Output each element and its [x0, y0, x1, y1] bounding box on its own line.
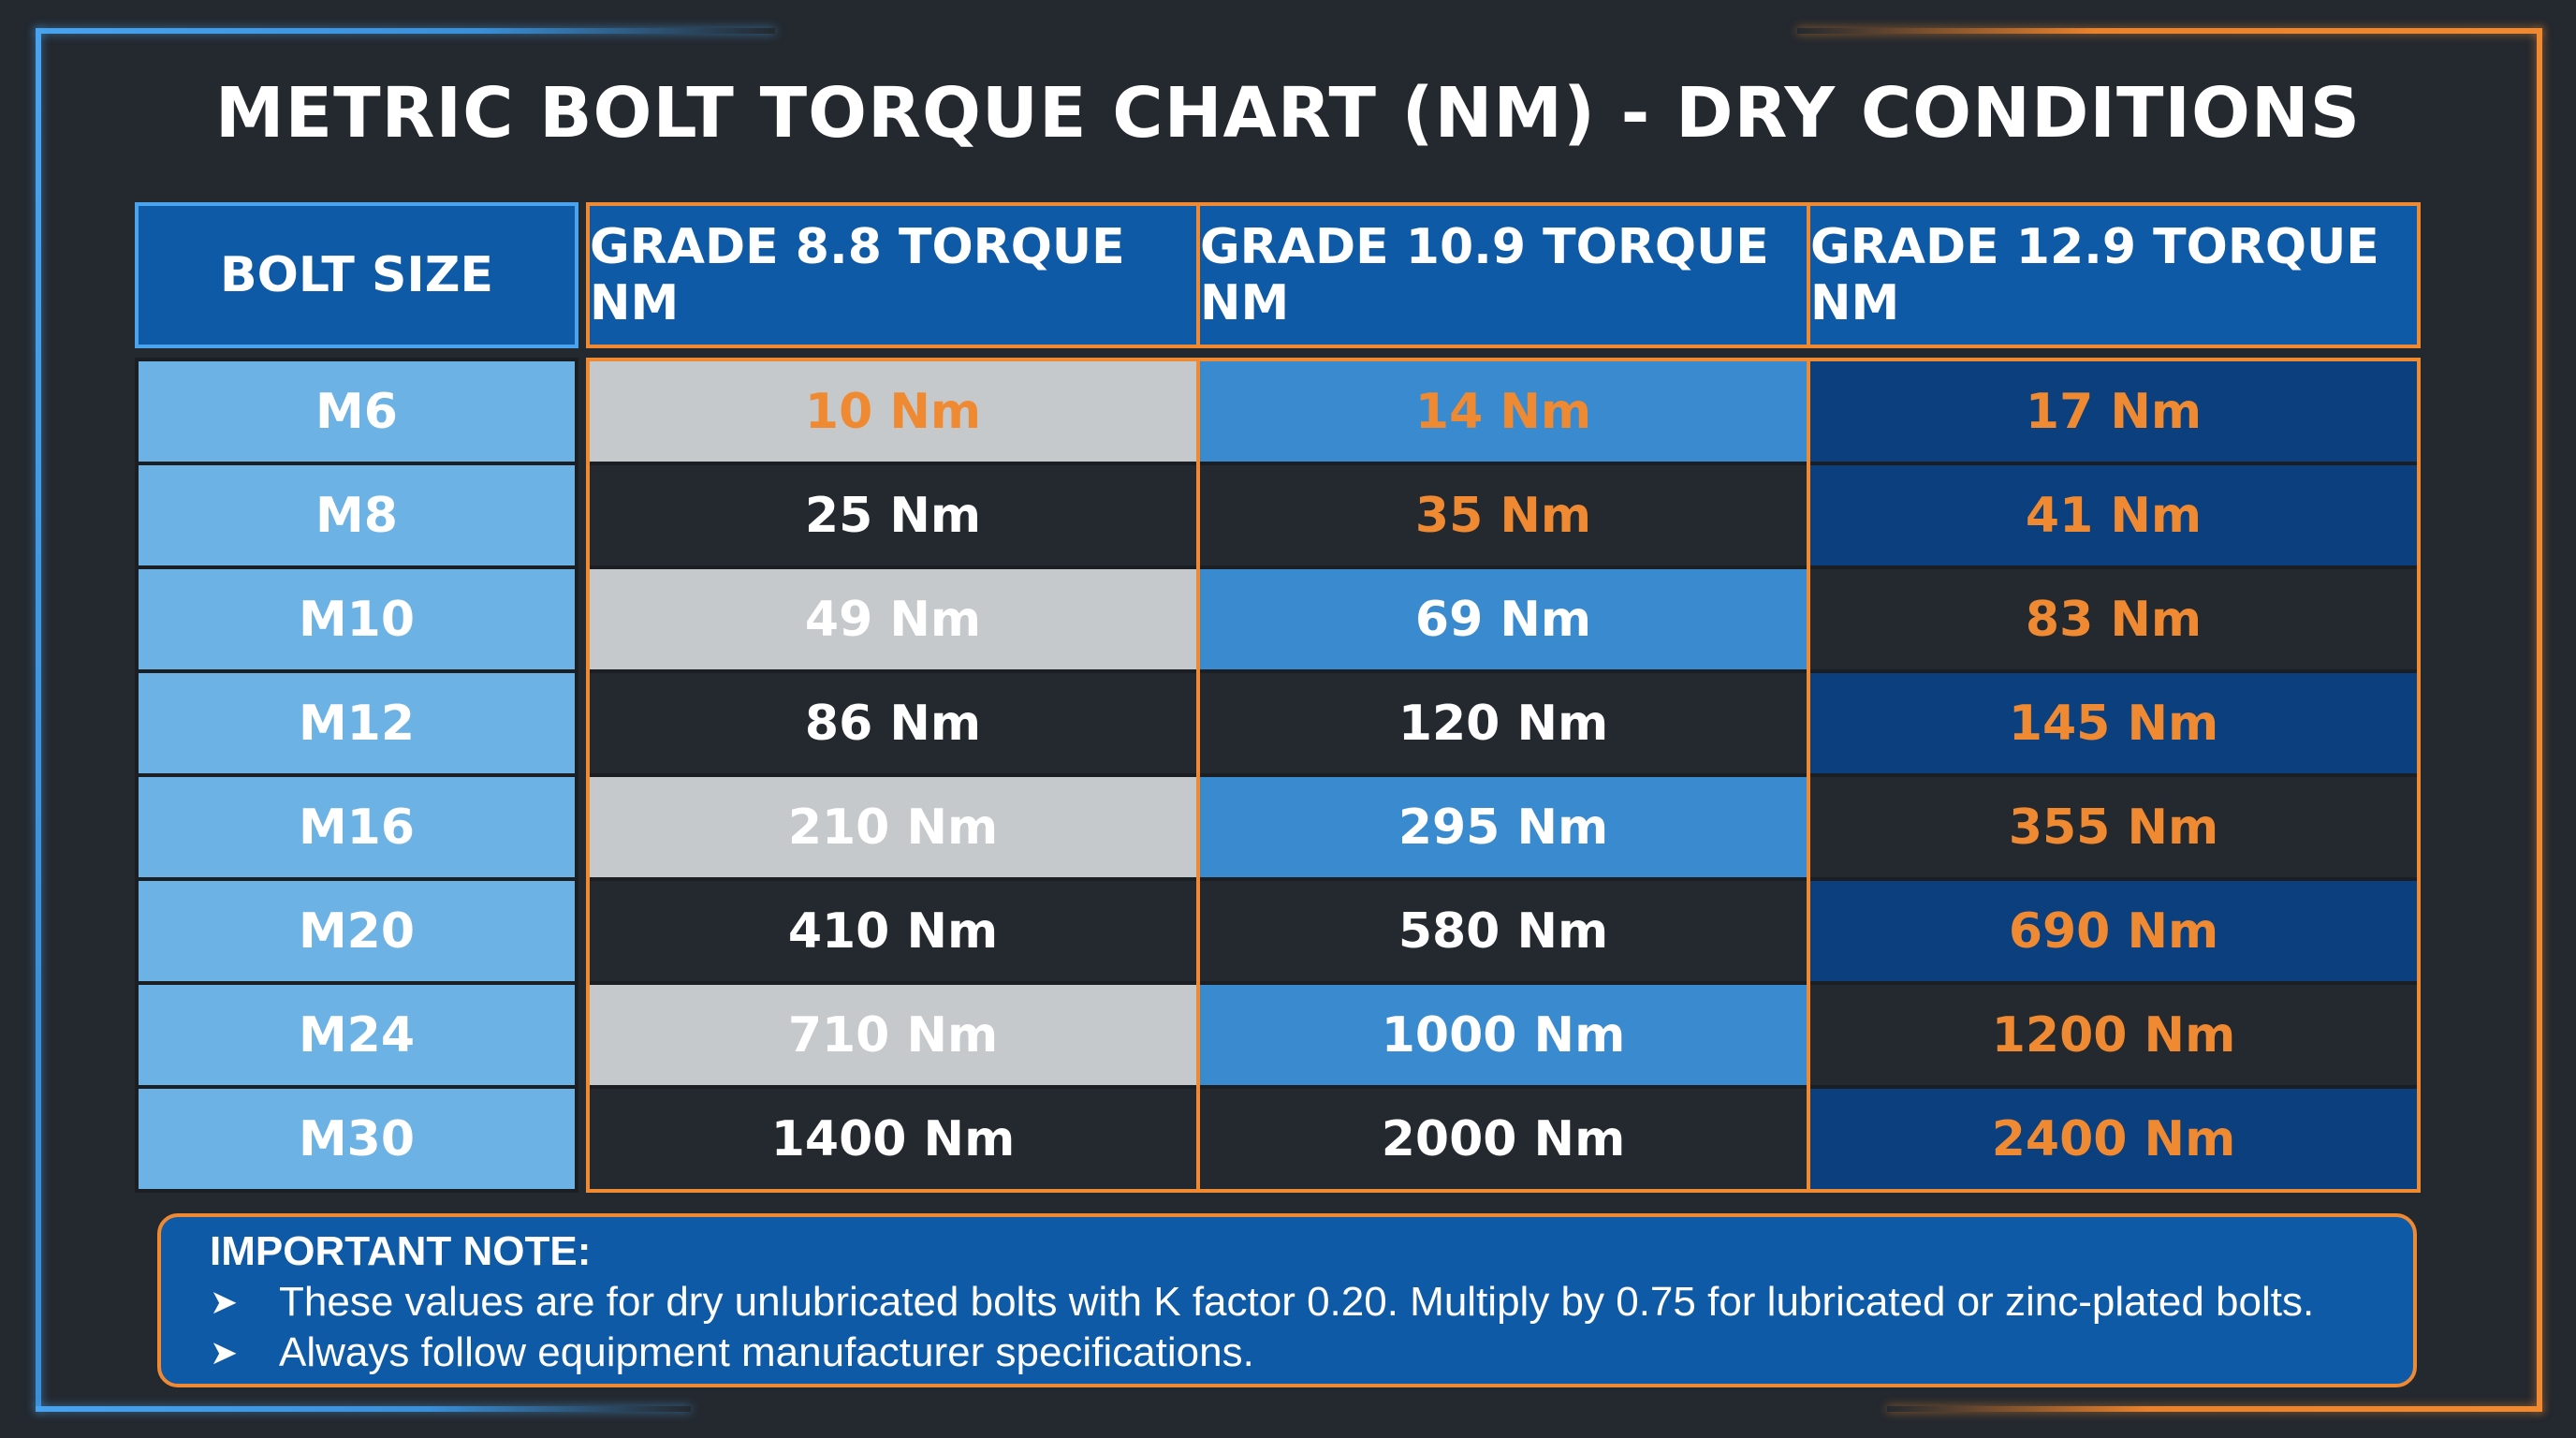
- column-divider: [1807, 361, 1810, 1189]
- torque-cell: 710 Nm: [590, 985, 1196, 1085]
- torque-cell: 1200 Nm: [1810, 985, 2417, 1085]
- torque-cell: 86 Nm: [590, 673, 1196, 773]
- torque-cell: 25 Nm: [590, 465, 1196, 565]
- torque-cell: 210 Nm: [590, 777, 1196, 877]
- note-title: IMPORTANT NOTE:: [210, 1228, 592, 1274]
- torque-cell: 1000 Nm: [1200, 985, 1807, 1085]
- torque-cell: 690 Nm: [1810, 881, 2417, 981]
- arrowhead-bullet-icon: ➤: [210, 1333, 239, 1372]
- header-bolt-size: BOLT SIZE: [135, 202, 578, 348]
- torque-cell: 17 Nm: [1810, 361, 2417, 462]
- bolt-size-cell: M6: [139, 361, 575, 462]
- bolt-size-cell: M20: [139, 881, 575, 981]
- torque-cell: 14 Nm: [1200, 361, 1807, 462]
- frame-accent-blue-bottom: [36, 1406, 691, 1412]
- bolt-size-cell: M8: [139, 465, 575, 565]
- bolt-size-cell: M30: [139, 1089, 575, 1189]
- frame-accent-orange-bottom: [1887, 1406, 2542, 1412]
- torque-cell: 2000 Nm: [1200, 1089, 1807, 1189]
- header-grades: GRADE 8.8 TORQUE NM GRADE 10.9 TORQUE NM…: [586, 202, 2421, 348]
- torque-cell: 2400 Nm: [1810, 1089, 2417, 1189]
- torque-cell: 120 Nm: [1200, 673, 1807, 773]
- bolt-size-cell: M24: [139, 985, 575, 1085]
- torque-cell: 41 Nm: [1810, 465, 2417, 565]
- note-item: ➤ These values are for dry unlubricated …: [210, 1279, 2314, 1326]
- bolt-size-cell: M12: [139, 673, 575, 773]
- torque-cell: 35 Nm: [1200, 465, 1807, 565]
- frame-accent-blue-top: [36, 28, 775, 34]
- torque-cell: 145 Nm: [1810, 673, 2417, 773]
- header-grade-8-8: GRADE 8.8 TORQUE NM: [590, 206, 1200, 345]
- torque-cell: 580 Nm: [1200, 881, 1807, 981]
- header-grade-12-9: GRADE 12.9 TORQUE NM: [1810, 206, 2417, 345]
- torque-cell: 69 Nm: [1200, 569, 1807, 669]
- torque-table-body: 10 Nm 14 Nm 17 Nm 25 Nm 35 Nm 41 Nm 49 Nm 69 Nm…: [586, 358, 2421, 1193]
- torque-cell: 355 Nm: [1810, 777, 2417, 877]
- note-item-text: Always follow equipment manufacturer spe…: [279, 1329, 1254, 1375]
- column-divider: [1196, 361, 1200, 1189]
- torque-cell: 49 Nm: [590, 569, 1196, 669]
- note-item-text: These values are for dry unlubricated bo…: [279, 1279, 2315, 1325]
- arrowhead-bullet-icon: ➤: [210, 1283, 239, 1321]
- torque-cell: 1400 Nm: [590, 1089, 1196, 1189]
- frame-accent-orange-right: [2537, 28, 2542, 1412]
- torque-cell: 410 Nm: [590, 881, 1196, 981]
- header-grade-10-9: GRADE 10.9 TORQUE NM: [1200, 206, 1810, 345]
- frame-accent-blue-left: [36, 28, 41, 1412]
- bolt-size-cell: M10: [139, 569, 575, 669]
- bolt-size-cell: M16: [139, 777, 575, 877]
- chart-title: METRIC BOLT TORQUE CHART (NM) - DRY COND…: [214, 73, 2362, 154]
- note-item: ➤ Always follow equipment manufacturer s…: [210, 1329, 1254, 1376]
- torque-cell: 10 Nm: [590, 361, 1196, 462]
- torque-cell: 295 Nm: [1200, 777, 1807, 877]
- bolt-size-column: M6 M8 M10 M12 M16 M20 M24 M30: [135, 358, 578, 1193]
- important-note-box: IMPORTANT NOTE: ➤ These values are for d…: [157, 1213, 2417, 1387]
- frame-accent-orange-top: [1797, 28, 2542, 34]
- torque-cell: 83 Nm: [1810, 569, 2417, 669]
